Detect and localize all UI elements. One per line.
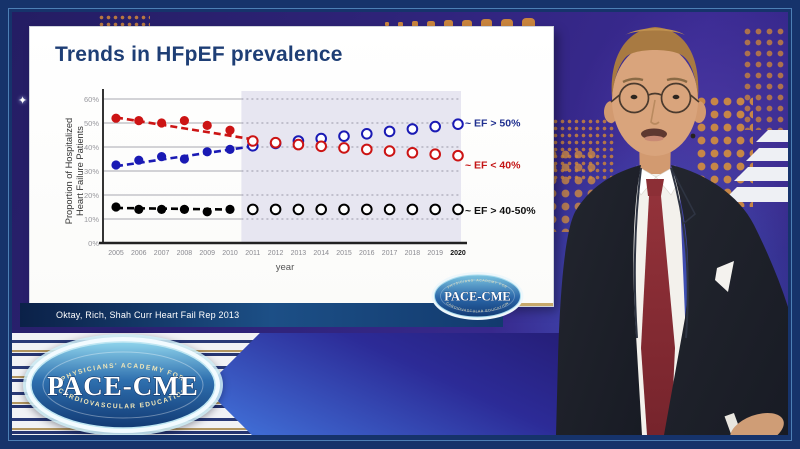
svg-text:2006: 2006 xyxy=(131,250,147,257)
legend-entry: ~ EF > 40-50% xyxy=(465,205,536,217)
svg-text:2013: 2013 xyxy=(291,250,307,257)
presentation-slide: Trends in HFpEF prevalence 0% 10% 20% 30% 40… xyxy=(30,27,553,306)
presenter-hair xyxy=(611,27,699,98)
svg-text:Heart Failure Patients: Heart Failure Patients xyxy=(75,126,85,216)
presenter-glasses xyxy=(610,82,700,114)
svg-text:Proportion of Hospitalized: Proportion of Hospitalized xyxy=(64,118,74,224)
halftone-dots-corner-decoration xyxy=(742,26,788,130)
chevron-decoration xyxy=(722,187,788,202)
svg-text:2009: 2009 xyxy=(199,250,215,257)
citation-bar: Oktay, Rich, Shah Curr Heart Fail Rep 20… xyxy=(20,303,503,327)
svg-text:40%: 40% xyxy=(84,143,99,152)
svg-text:2017: 2017 xyxy=(382,250,398,257)
presenter-hand xyxy=(730,412,784,435)
svg-text:2018: 2018 xyxy=(405,250,421,257)
svg-text:10%: 10% xyxy=(84,215,99,224)
svg-text:year: year xyxy=(276,262,294,273)
presenter xyxy=(556,27,788,435)
presenter-suit-left xyxy=(556,165,642,435)
svg-text:2014: 2014 xyxy=(313,250,329,257)
sparkle-decoration: ✦ xyxy=(18,95,28,107)
presenter-suit-right xyxy=(664,165,788,435)
logo-name-text: PACE-CME xyxy=(47,371,198,401)
svg-text:60%: 60% xyxy=(84,95,99,104)
svg-text:0%: 0% xyxy=(88,239,99,248)
svg-text:2016: 2016 xyxy=(359,250,375,257)
pace-cme-logo-slide: PHYSICIANS' ACADEMY FOR CARDIOVASCULAR E… xyxy=(431,272,524,320)
svg-text:2010: 2010 xyxy=(222,250,238,257)
svg-text:2019: 2019 xyxy=(427,250,443,257)
clip-microphone-icon xyxy=(690,133,696,139)
svg-text:2015: 2015 xyxy=(336,250,352,257)
presenter-tie xyxy=(646,179,664,196)
legend-entry: ~ EF > 50% xyxy=(465,118,521,130)
logo-name-text: PACE-CME xyxy=(444,290,510,304)
svg-text:2005: 2005 xyxy=(108,250,124,257)
svg-text:2020: 2020 xyxy=(450,250,466,257)
chevron-decoration xyxy=(746,148,788,161)
svg-text:50%: 50% xyxy=(84,119,99,128)
top-left-dots-decoration xyxy=(98,14,150,26)
svg-text:2007: 2007 xyxy=(154,250,170,257)
svg-text:2008: 2008 xyxy=(177,250,193,257)
svg-text:2012: 2012 xyxy=(268,250,284,257)
citation-text: Oktay, Rich, Shah Curr Heart Fail Rep 20… xyxy=(56,310,240,320)
pace-cme-logo-main: PHYSICIANS' ACADEMY FOR CARDIOVASCULAR E… xyxy=(23,334,223,435)
video-stage: ✦ Oktay, Rich, Shah Curr Heart Fail Rep … xyxy=(12,12,788,435)
presenter-pocket-square xyxy=(715,261,734,292)
svg-text:2011: 2011 xyxy=(245,250,260,257)
legend-entry: ~ EF < 40% xyxy=(465,160,521,172)
svg-text:20%: 20% xyxy=(84,191,99,200)
chevron-decoration xyxy=(734,167,788,181)
slide-title: Trends in HFpEF prevalence xyxy=(55,43,343,66)
prevalence-chart: 0% 10% 20% 30% 40% 50% 60% 2005 2006 2007 2008 2009… xyxy=(64,89,536,273)
svg-text:30%: 30% xyxy=(84,167,99,176)
